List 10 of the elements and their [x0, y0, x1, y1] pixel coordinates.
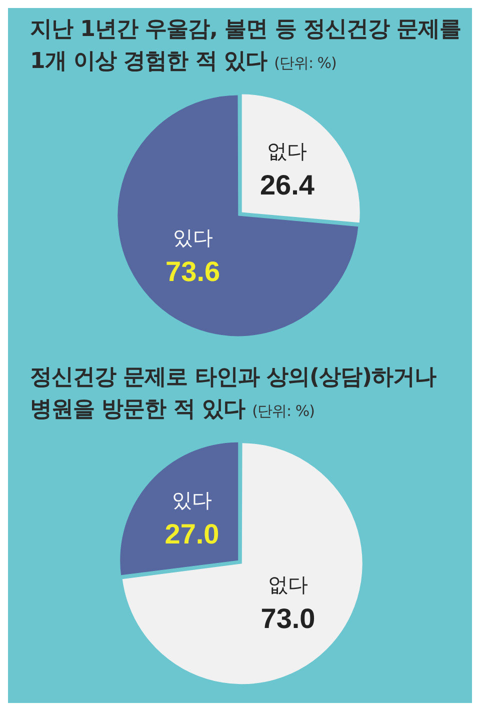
slice-label: 없다 [268, 572, 308, 597]
data-label: 73.0 [260, 603, 316, 634]
chart-subtitle: (단위: %) [274, 54, 336, 72]
slice-label: 있다 [172, 225, 213, 250]
slice-label: 없다 [267, 138, 308, 163]
data-label: 73.6 [166, 256, 220, 287]
slice-label: 있다 [172, 488, 212, 512]
chart-subtitle: (단위: %) [252, 402, 314, 420]
data-label: 26.4 [260, 169, 315, 200]
data-label: 27.0 [164, 518, 220, 550]
